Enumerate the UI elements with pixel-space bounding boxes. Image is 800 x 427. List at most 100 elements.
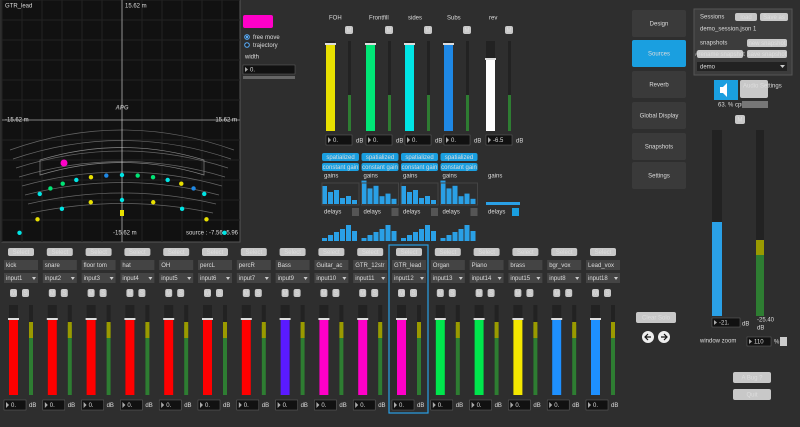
name-box[interactable] (275, 260, 310, 270)
input-box[interactable] (4, 273, 38, 283)
solo-bg[interactable] (216, 289, 223, 297)
mute-bg[interactable] (475, 289, 483, 297)
solo-bg[interactable] (565, 289, 573, 297)
value[interactable]: -21. (719, 321, 730, 327)
mute-bg[interactable] (398, 289, 405, 297)
constant-gain[interactable]: constant gain (402, 165, 438, 171)
solo[interactable]: S (334, 291, 338, 297)
mute[interactable]: M (426, 28, 431, 34)
value-box[interactable] (81, 399, 104, 411)
value[interactable]: 0. (244, 403, 249, 409)
value[interactable]: 0. (321, 403, 326, 409)
mute[interactable]: M (283, 291, 288, 297)
spatialized[interactable]: spatialized (366, 155, 394, 161)
name-box[interactable] (469, 260, 504, 270)
value-box[interactable] (430, 399, 454, 411)
quit-bg[interactable] (733, 389, 771, 400)
select-bg[interactable] (551, 248, 578, 256)
mute[interactable]: M (477, 291, 482, 297)
mute-bg[interactable] (320, 289, 328, 297)
value-box[interactable] (469, 399, 492, 411)
solo-bg[interactable] (371, 289, 379, 297)
value[interactable]: 0. (515, 403, 520, 409)
select-bg[interactable] (512, 248, 539, 256)
mute-bg[interactable] (463, 26, 471, 34)
clear-solo[interactable]: Clear Solo (642, 316, 671, 322)
value-box[interactable] (711, 317, 741, 328)
radio[interactable] (244, 42, 250, 48)
solo[interactable]: S (605, 291, 609, 297)
mute[interactable]: M (50, 291, 55, 297)
input-box[interactable] (120, 273, 155, 283)
mute[interactable]: M (360, 291, 365, 297)
solo-bg[interactable] (293, 289, 301, 297)
mute-bg[interactable] (735, 115, 745, 124)
solo[interactable]: S (567, 291, 571, 297)
spatialized[interactable]: spatialized (326, 155, 354, 161)
fader-cap[interactable] (396, 318, 407, 320)
load-bg[interactable] (735, 13, 757, 21)
fader-cap[interactable] (318, 318, 330, 320)
solo[interactable]: S (256, 291, 260, 297)
nav-button-bg[interactable] (632, 133, 686, 160)
select[interactable]: Select (323, 250, 340, 256)
input-box[interactable] (392, 273, 426, 283)
name-box[interactable] (547, 260, 582, 270)
value-box[interactable] (236, 399, 260, 411)
value[interactable]: 0. (205, 403, 210, 409)
fader-cap[interactable] (434, 318, 446, 320)
mute-bg[interactable] (514, 289, 522, 297)
select[interactable]: Select (13, 250, 30, 256)
select-bg[interactable] (396, 248, 422, 256)
fader-cap[interactable] (485, 58, 496, 60)
input-box[interactable] (275, 273, 310, 283)
solo-bg[interactable] (410, 289, 417, 297)
fader-cap[interactable] (443, 43, 454, 45)
select[interactable]: Select (245, 250, 262, 256)
mute-bg[interactable] (281, 289, 289, 297)
mute-bg[interactable] (126, 289, 134, 297)
clear-solo-bg[interactable] (636, 312, 676, 323)
constant-gain[interactable]: constant gain (323, 165, 359, 171)
fader-cap[interactable] (512, 318, 524, 320)
solo[interactable]: S (528, 291, 532, 297)
input-box[interactable] (198, 273, 232, 283)
solo[interactable]: S (217, 291, 221, 297)
solo-bg[interactable] (138, 289, 146, 297)
name-box[interactable] (81, 260, 116, 270)
save-as-bg[interactable] (760, 13, 788, 21)
input-box[interactable] (42, 273, 77, 283)
solo[interactable]: S (411, 291, 415, 297)
value-box[interactable] (391, 399, 415, 411)
fader-cap[interactable] (279, 318, 291, 320)
mute-bg[interactable] (359, 289, 367, 297)
nav-button[interactable]: Snapshots (645, 145, 673, 151)
spatialized-bg[interactable] (401, 153, 438, 161)
value-box[interactable] (443, 134, 471, 146)
input-box[interactable] (236, 273, 271, 283)
value-box[interactable] (242, 64, 296, 75)
select-bg[interactable] (434, 248, 461, 256)
dropdown[interactable] (697, 62, 787, 71)
value[interactable]: 0. (554, 403, 559, 409)
mute[interactable]: M (205, 291, 210, 297)
constant-gain[interactable]: constant gain (362, 165, 398, 171)
nav-button[interactable]: Design (650, 22, 669, 28)
nav-button-bg[interactable] (632, 102, 686, 129)
value[interactable]: 0. (50, 403, 55, 409)
solo-bg[interactable] (254, 289, 262, 297)
input-box[interactable] (469, 273, 504, 283)
nav-button-bg[interactable] (632, 40, 686, 67)
select-bg[interactable] (8, 248, 34, 256)
fader-cap[interactable] (404, 43, 415, 45)
spatialized-bg[interactable] (440, 153, 478, 161)
select-bg[interactable] (202, 248, 228, 256)
fader-cap[interactable] (202, 318, 213, 320)
value[interactable]: 0. (477, 403, 482, 409)
delay-button[interactable] (470, 208, 478, 216)
solo[interactable]: S (140, 291, 144, 297)
fader-cap[interactable] (240, 318, 252, 320)
name-box[interactable] (508, 260, 543, 270)
mute-bg[interactable] (242, 289, 250, 297)
select-bg[interactable] (357, 248, 384, 256)
